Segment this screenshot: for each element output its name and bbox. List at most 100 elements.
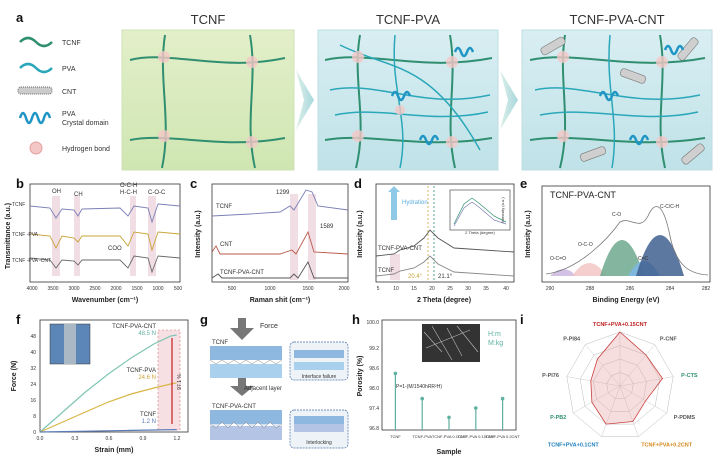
panel-f-series-1-value: 48.5 N xyxy=(138,331,156,337)
panel-c-xtick-2: 1000 xyxy=(264,286,275,292)
panel-i-axis-label-9: P-PI84 xyxy=(563,337,581,343)
panel-d-series-tcnf-pva-cnt: TCNF-PVA-CNT xyxy=(378,246,422,252)
panel-c-annot-1589: 1589 xyxy=(320,224,334,230)
panel-i-radar-chart: TCNF+PVA+0.15CNT P-CNF P-CTS P-PDMS TCNF+PVA… xyxy=(542,322,698,448)
panel-i-axis-label-3: P-CTS xyxy=(681,373,698,379)
panel-b-xtick-7: 1000 xyxy=(152,286,163,292)
panel-i-ring-2 xyxy=(593,358,647,412)
panel-b-annot-hch: H-C-H xyxy=(120,190,137,196)
panel-c-label: c xyxy=(190,176,198,191)
panel-g-adjacent-label: Adjacent layer xyxy=(244,386,282,392)
panel-e-xtick-3: 286 xyxy=(626,286,635,292)
panel-e-peak-co: C-O xyxy=(612,212,621,218)
legend-pva-crystal: PVA xyxy=(62,111,76,118)
panel-i-label: i xyxy=(520,312,524,327)
panel-c-xtick-4: 2000 xyxy=(338,286,349,292)
panel-e-xtick-1: 290 xyxy=(546,286,555,292)
panel-h-point-5 xyxy=(500,396,505,401)
panel-i-axis-label-7: P-PB2 xyxy=(550,415,566,421)
legend-tcnf: TCNF xyxy=(62,40,81,47)
panel-d-xtick-8: 40 xyxy=(503,286,509,292)
panel-a-title-1: TCNF xyxy=(191,12,226,27)
panel-c-series-tcnf: TCNF xyxy=(216,204,232,210)
panel-i-ring-1 xyxy=(606,372,634,399)
panel-f-ytick-7: 48 xyxy=(30,334,36,340)
panel-f-series-1-name: TCNF-PVA-CNT xyxy=(112,324,156,330)
panel-b-xlabel: Wavenumber (cm⁻¹) xyxy=(72,297,138,304)
panel-i-spoke-2 xyxy=(619,344,655,387)
force-arrow-2-icon xyxy=(230,378,254,396)
panel-i-spoke-5 xyxy=(619,385,639,437)
panel-d-xtick-2: 10 xyxy=(393,286,399,292)
panel-e-peak-cc-ch: C-C/C-H xyxy=(660,204,680,210)
hydration-arrow-icon xyxy=(388,186,400,220)
panel-h-point-3 xyxy=(447,415,451,420)
panel-c-annot-1299: 1299 xyxy=(276,190,290,196)
panel-b-annot-och: O-C-H xyxy=(120,183,137,189)
panel-i-axis-label-6: TCNF+PVA+0.1CNT xyxy=(548,442,600,448)
crystal-domain-legend-icon xyxy=(18,111,52,125)
panel-f-ytick-1: 0 xyxy=(33,430,36,436)
panel-i-spoke-6 xyxy=(601,385,621,437)
panel-b-xtick-8: 500 xyxy=(174,286,183,292)
panel-f-series-3-value: 1.2 N xyxy=(142,419,156,425)
panel-i-spoke-8 xyxy=(566,376,621,387)
panel-h-ytick-2: 97.4 xyxy=(369,406,379,412)
panel-d-xlabel: 2 Theta (degree) xyxy=(417,297,471,304)
panel-g-interlocking-schematic: Force TCNF Adjacent layer TCNF-PVA-CNT I… xyxy=(209,318,349,449)
panel-d-xrd-chart: Intensity (a.u.) 2 Theta (degree) 5 10 1… xyxy=(357,183,515,304)
panel-f-xtick-3: 0.6 xyxy=(106,436,113,442)
panel-h-legend-h: H:m xyxy=(488,331,501,338)
panel-d-annot-20-4: 20.4° xyxy=(408,274,423,280)
panel-c-series-cnt: CNT xyxy=(220,242,233,248)
tcnf-legend-icon xyxy=(19,36,53,48)
panel-f-ytick-6: 40 xyxy=(30,350,36,356)
panel-i-data-polygon xyxy=(590,331,663,425)
panel-d-series-tcnf: TCNF xyxy=(378,268,394,274)
panel-h-category-3: TCNF-PVA 0.1CNT xyxy=(432,434,467,439)
panel-g-interface-failure: Interface failure xyxy=(302,374,337,380)
panel-g-label: g xyxy=(200,312,208,327)
panel-h-category-4: TCNF-PVA 0.15CNT xyxy=(457,434,494,439)
panel-i-spoke-3 xyxy=(619,376,674,387)
panel-f-xlabel: Strain (mm) xyxy=(95,447,134,454)
panel-f-force-strain-chart: Force (N) Strain (mm) 0.0 0.3 0.6 0.9 1.… xyxy=(11,319,189,454)
panel-b-series-tcnf: TCNF xyxy=(12,202,25,208)
panel-d-xtick-5: 25 xyxy=(447,286,453,292)
panel-f-line-3 xyxy=(39,429,177,433)
panel-f-series-3-name: TCNF xyxy=(140,412,156,418)
panel-b-xtick-6: 1500 xyxy=(131,286,142,292)
panel-h-ytick-3: 98.0 xyxy=(369,386,379,392)
panel-d-inset-ylabel: Intensity (a.u.) xyxy=(500,197,505,223)
panel-g-interlocking: Interlocking xyxy=(306,440,332,446)
panel-h-ytick-5: 99.2 xyxy=(369,346,379,352)
arrow-2-icon xyxy=(500,70,518,130)
tcnf-network-box xyxy=(121,29,295,171)
panel-d-xtick-1: 5 xyxy=(377,286,380,292)
panel-f-line-1 xyxy=(39,334,177,433)
panel-h-ytick-6: 100.0 xyxy=(366,320,379,326)
panel-f-xtick-2: 0.3 xyxy=(72,436,79,442)
panel-i-axis-label-2: P-CNF xyxy=(660,337,677,343)
panel-i-spoke-9 xyxy=(585,344,621,387)
panel-f-xtick-4: 0.9 xyxy=(140,436,147,442)
panel-b-ylabel: Transmittance (a.u.) xyxy=(5,203,12,269)
panel-f-ytick-2: 8 xyxy=(33,414,36,420)
panel-b-xtick-2: 3500 xyxy=(47,286,58,292)
legend-hydrogen-bond: Hydrogen bond xyxy=(62,146,110,153)
panel-b-xtick-1: 4000 xyxy=(26,286,37,292)
panel-h-category-1: TCNF xyxy=(390,434,401,439)
legend-crystal-domain: Crystal domain xyxy=(62,120,109,127)
panel-h-point-1 xyxy=(393,371,398,376)
panel-h-formula: P=1-(M/1540hRR²H) xyxy=(396,384,442,390)
panel-h-ytick-1: 96.8 xyxy=(369,426,379,432)
panel-a-schematic: TCNF TCNF-PVA TCNF-PVA-CNT TCNF PVA CNT … xyxy=(17,12,713,171)
panel-b-xtick-5: 2000 xyxy=(110,286,121,292)
panel-h-category-5: TCNF-PVA 0.2CNT xyxy=(485,434,520,439)
panel-f-side-note: 97.1 % xyxy=(177,374,183,390)
panel-h-ytick-4: 98.6 xyxy=(369,366,379,372)
panel-d-inset xyxy=(449,189,511,231)
panel-b-xtick-4: 2500 xyxy=(89,286,100,292)
panel-b-annot-coc: C-O-C xyxy=(148,190,166,196)
